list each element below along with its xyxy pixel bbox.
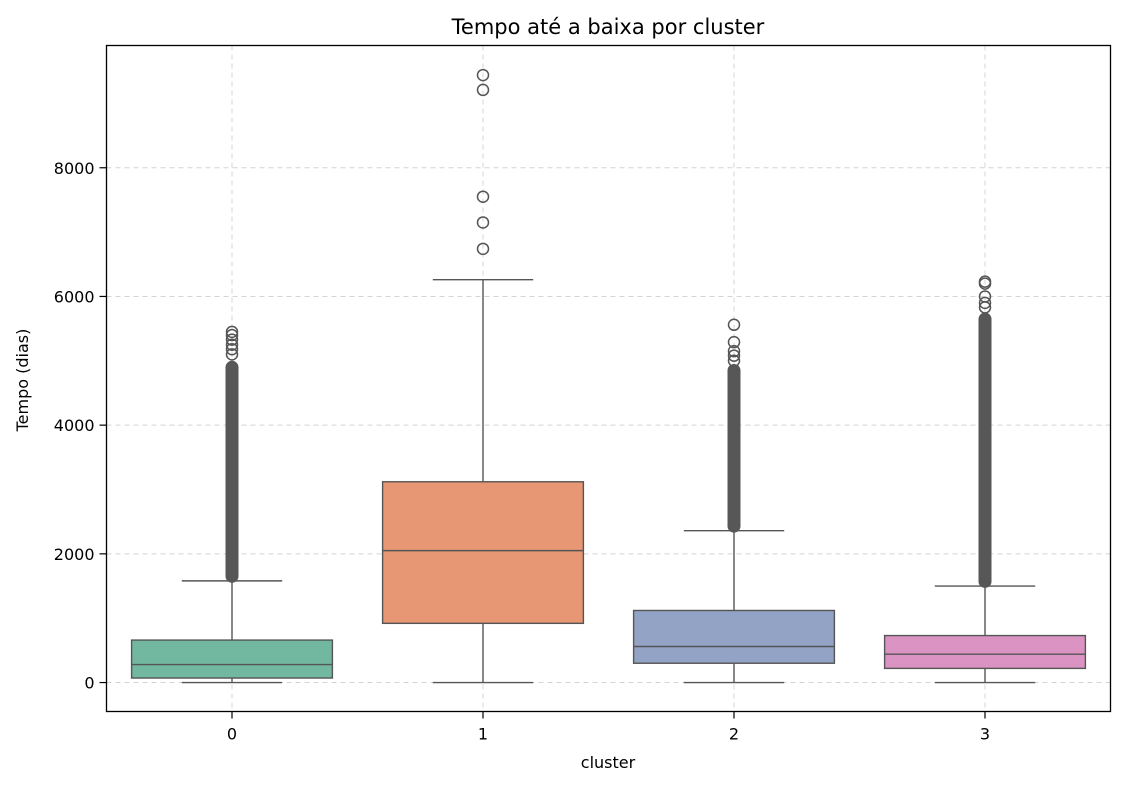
outlier-point (727, 318, 741, 332)
x-tick-label-1: 1 (478, 725, 488, 744)
iqr-box (130, 639, 334, 679)
chart-title: Tempo até a baixa por cluster (451, 15, 765, 39)
outlier-cluster (727, 364, 741, 533)
outlier-point (727, 349, 741, 362)
outlier-point (225, 328, 239, 342)
outlier-point (476, 242, 490, 256)
outlier-point (978, 296, 992, 310)
y-axis-label: Tempo (dias) (13, 329, 32, 433)
iqr-box (883, 634, 1087, 670)
x-axis-label: cluster (581, 753, 636, 772)
outlier-point (225, 342, 239, 356)
outlier-point (225, 333, 239, 346)
outlier-cluster (978, 312, 992, 588)
y-tick-label-0: 0 (84, 674, 94, 693)
outlier-point (727, 335, 741, 349)
outlier-point (476, 68, 490, 82)
grid-lines (106, 45, 1111, 712)
box-cluster-3 (883, 275, 1087, 684)
x-tick-label-3: 3 (980, 725, 990, 744)
outlier-point (225, 348, 239, 361)
x-tick-label-2: 2 (729, 725, 739, 744)
outlier-cluster (225, 360, 239, 583)
outlier-point (727, 354, 741, 368)
outlier-point (978, 275, 992, 288)
y-tick-label-8000: 8000 (54, 159, 95, 178)
box-cluster-0 (130, 325, 334, 684)
y-tick-label-2000: 2000 (54, 545, 95, 564)
box-cluster-2 (632, 318, 836, 684)
outlier-point (476, 190, 490, 203)
axes: 0 2000 4000 6000 8000 0 1 2 3 (54, 159, 990, 744)
box-cluster-1 (381, 68, 585, 684)
y-tick-label-4000: 4000 (54, 416, 95, 435)
iqr-box (381, 481, 585, 625)
x-tick-label-0: 0 (227, 725, 237, 744)
outlier-point (727, 344, 741, 358)
plot-frame (105, 44, 1112, 713)
iqr-box (632, 609, 836, 664)
outlier-point (225, 338, 239, 351)
plot-area (130, 68, 1087, 684)
outlier-point (225, 325, 239, 339)
outlier-point (476, 83, 490, 97)
outlier-point (978, 290, 992, 303)
y-tick-label-6000: 6000 (54, 287, 95, 306)
outlier-point (476, 216, 490, 229)
